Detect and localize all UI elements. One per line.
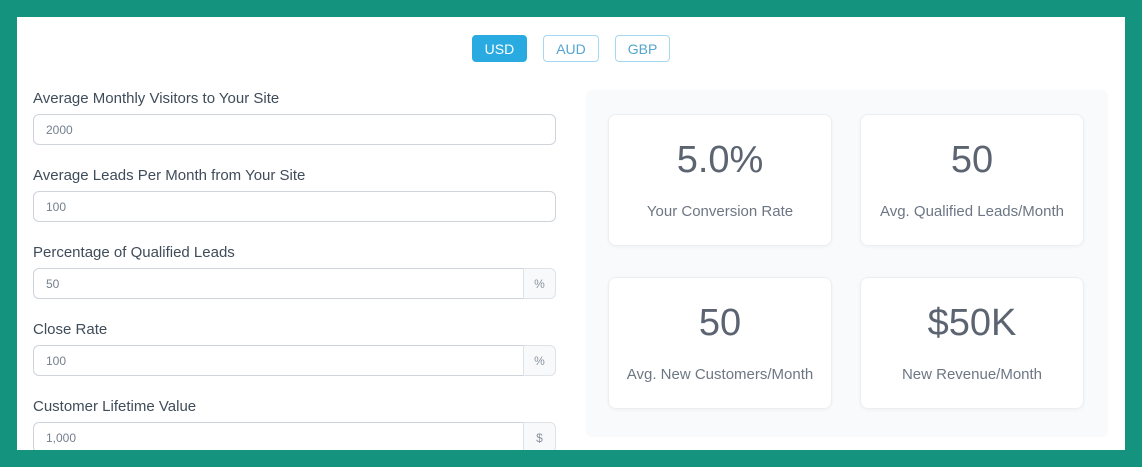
monthly-visitors-input[interactable]	[33, 114, 556, 145]
close-rate-input[interactable]	[33, 345, 523, 376]
currency-button-usd[interactable]: USD	[471, 35, 528, 62]
qualified-leads-label: Avg. Qualified Leads/Month	[879, 203, 1064, 221]
field-close-rate: Close Rate %	[33, 321, 556, 376]
qualified-leads-pct-label: Percentage of Qualified Leads	[33, 244, 235, 261]
leads-per-month-input[interactable]	[33, 191, 556, 222]
customer-lifetime-value-input[interactable]	[33, 422, 523, 450]
main-content: Average Monthly Visitors to Your Site Av…	[17, 90, 1125, 450]
field-qualified-leads-pct: Percentage of Qualified Leads %	[33, 244, 556, 299]
currency-button-aud[interactable]: AUD	[543, 35, 599, 62]
leads-per-month-label: Average Leads Per Month from Your Site	[33, 167, 306, 184]
dollar-suffix-addon: $	[523, 422, 556, 450]
conversion-rate-card: 5.0% Your Conversion Rate	[608, 114, 832, 246]
conversion-rate-label: Your Conversion Rate	[646, 203, 794, 221]
results-panel: 5.0% Your Conversion Rate 50 Avg. Qualif…	[586, 90, 1108, 437]
new-customers-card: 50 Avg. New Customers/Month	[608, 277, 832, 409]
qualified-leads-pct-input[interactable]	[33, 268, 523, 299]
close-rate-label: Close Rate	[33, 321, 108, 338]
field-monthly-visitors: Average Monthly Visitors to Your Site	[33, 90, 556, 145]
new-revenue-label: New Revenue/Month	[901, 366, 1043, 384]
percent-suffix-addon: %	[523, 268, 556, 299]
new-revenue-value: $50K	[927, 301, 1017, 344]
calculator-form: Average Monthly Visitors to Your Site Av…	[33, 90, 556, 450]
currency-toggle-group: USD AUD GBP	[17, 17, 1125, 62]
qualified-leads-card: 50 Avg. Qualified Leads/Month	[860, 114, 1084, 246]
customer-lifetime-value-label: Customer Lifetime Value	[33, 398, 197, 415]
qualified-leads-value: 50	[950, 138, 994, 181]
monthly-visitors-label: Average Monthly Visitors to Your Site	[33, 90, 280, 107]
conversion-rate-value: 5.0%	[676, 138, 764, 181]
percent-suffix-addon: %	[523, 345, 556, 376]
field-customer-lifetime-value: Customer Lifetime Value $	[33, 398, 556, 450]
new-customers-value: 50	[698, 301, 742, 344]
field-leads-per-month: Average Leads Per Month from Your Site	[33, 167, 556, 222]
calculator-page: USD AUD GBP Average Monthly Visitors to …	[17, 17, 1125, 450]
new-revenue-card: $50K New Revenue/Month	[860, 277, 1084, 409]
new-customers-label: Avg. New Customers/Month	[626, 366, 814, 384]
currency-button-gbp[interactable]: GBP	[614, 35, 671, 62]
